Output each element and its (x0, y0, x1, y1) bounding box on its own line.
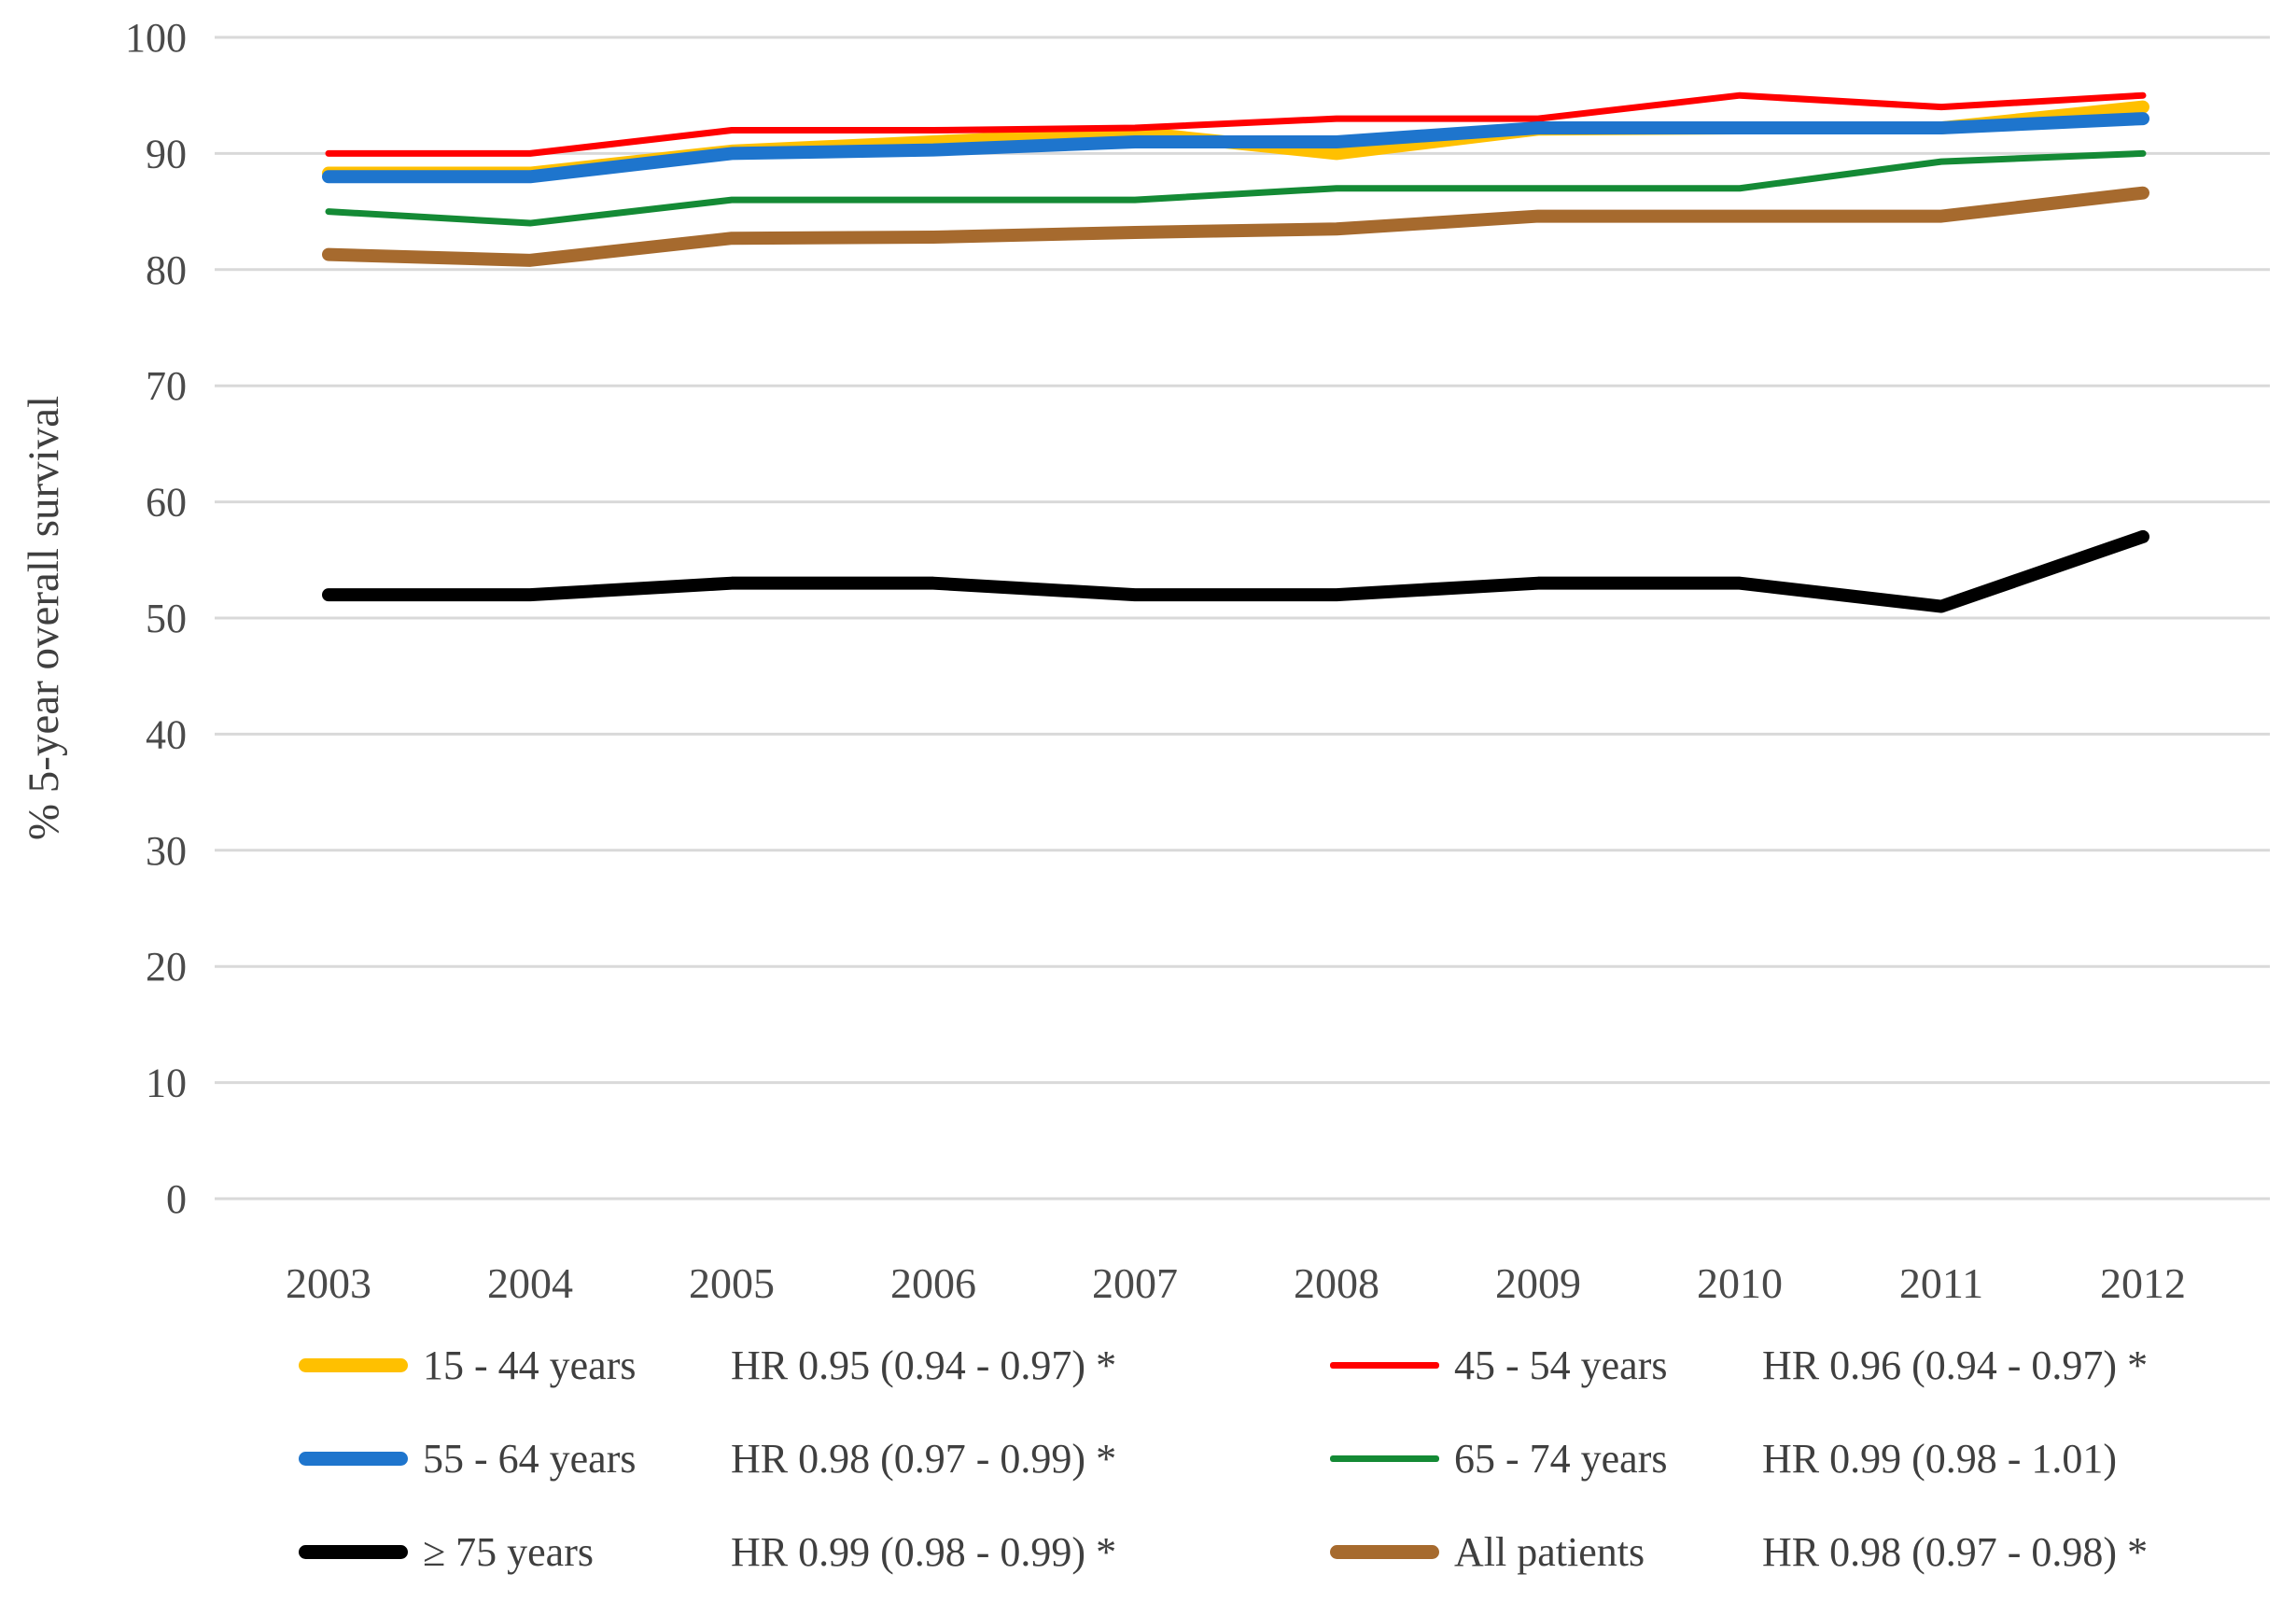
x-tick-label: 2005 (689, 1259, 775, 1307)
y-axis-title: % 5-year overall survival (20, 396, 68, 840)
legend-hr-value: HR 0.98 (0.97 - 0.99) * (731, 1435, 1117, 1482)
gridlines (215, 35, 2270, 1201)
y-tick-label: 70 (146, 363, 187, 409)
legend-entry-65-74: 65 - 74 years HR 0.99 (0.98 - 1.01) (1330, 1412, 2268, 1505)
series-line (325, 91, 2147, 157)
legend-hr-value: HR 0.99 (0.98 - 1.01) (1762, 1435, 2118, 1482)
y-tick-label: 40 (146, 711, 187, 757)
y-tick-label: 20 (146, 944, 187, 990)
legend-label: All patients (1454, 1528, 1645, 1575)
y-tick-label: 0 (166, 1176, 187, 1222)
y-tick-label: 60 (146, 480, 187, 526)
legend-swatch-65-74-icon (1330, 1454, 1439, 1462)
legend-entry-55-64: 55 - 64 years HR 0.98 (0.97 - 0.99) * (299, 1412, 1330, 1505)
y-tick-label: 100 (125, 15, 187, 61)
x-tick-label: 2012 (2100, 1259, 2186, 1307)
legend-hr-value: HR 0.96 (0.94 - 0.97) * (1762, 1342, 2149, 1388)
x-tick-label: 2004 (487, 1259, 573, 1307)
x-tick-label: 2006 (890, 1259, 976, 1307)
legend-label: ≥ 75 years (423, 1528, 594, 1575)
legend-swatch-all-patients-icon (1330, 1544, 1439, 1559)
y-tick-label: 80 (146, 247, 187, 293)
legend-label: 65 - 74 years (1454, 1435, 1668, 1482)
series-lines (322, 91, 2149, 613)
series-line (322, 186, 2149, 267)
legend-entry-75-plus: ≥ 75 years HR 0.99 (0.98 - 0.99) * (299, 1505, 1330, 1598)
y-tick-label: 30 (146, 828, 187, 874)
y-axis-tick-labels: 0 10 20 30 40 50 60 70 80 90 100 (125, 15, 187, 1222)
x-tick-label: 2011 (1899, 1259, 1983, 1307)
legend-swatch-45-54-icon (1330, 1361, 1439, 1369)
x-tick-label: 2003 (286, 1259, 371, 1307)
series-line (322, 529, 2149, 613)
legend: 15 - 44 years HR 0.95 (0.94 - 0.97) * 45… (299, 1318, 2268, 1598)
legend-swatch-75-plus-icon (299, 1544, 408, 1559)
series-line (325, 149, 2147, 227)
legend-entry-45-54: 45 - 54 years HR 0.96 (0.94 - 0.97) * (1330, 1318, 2268, 1412)
x-axis-tick-labels: 2003 2004 2005 2006 2007 2008 2009 2010 2011 2012 (286, 1259, 2186, 1307)
x-tick-label: 2009 (1495, 1259, 1581, 1307)
x-tick-label: 2008 (1294, 1259, 1379, 1307)
x-tick-label: 2010 (1697, 1259, 1783, 1307)
legend-swatch-15-44-icon (299, 1357, 408, 1372)
legend-swatch-55-64-icon (299, 1451, 408, 1466)
series-line (322, 112, 2149, 184)
legend-entry-15-44: 15 - 44 years HR 0.95 (0.94 - 0.97) * (299, 1318, 1330, 1412)
legend-hr-value: HR 0.95 (0.94 - 0.97) * (731, 1342, 1117, 1388)
legend-label: 15 - 44 years (423, 1342, 637, 1388)
y-tick-label: 50 (146, 596, 187, 641)
legend-entry-all-patients: All patients HR 0.98 (0.97 - 0.98) * (1330, 1505, 2268, 1598)
legend-label: 45 - 54 years (1454, 1342, 1668, 1388)
legend-label: 55 - 64 years (423, 1435, 637, 1482)
legend-hr-value: HR 0.99 (0.98 - 0.99) * (731, 1528, 1117, 1575)
y-tick-label: 90 (146, 131, 187, 176)
x-tick-label: 2007 (1092, 1259, 1178, 1307)
y-tick-label: 10 (146, 1061, 187, 1106)
legend-hr-value: HR 0.98 (0.97 - 0.98) * (1762, 1528, 2149, 1575)
